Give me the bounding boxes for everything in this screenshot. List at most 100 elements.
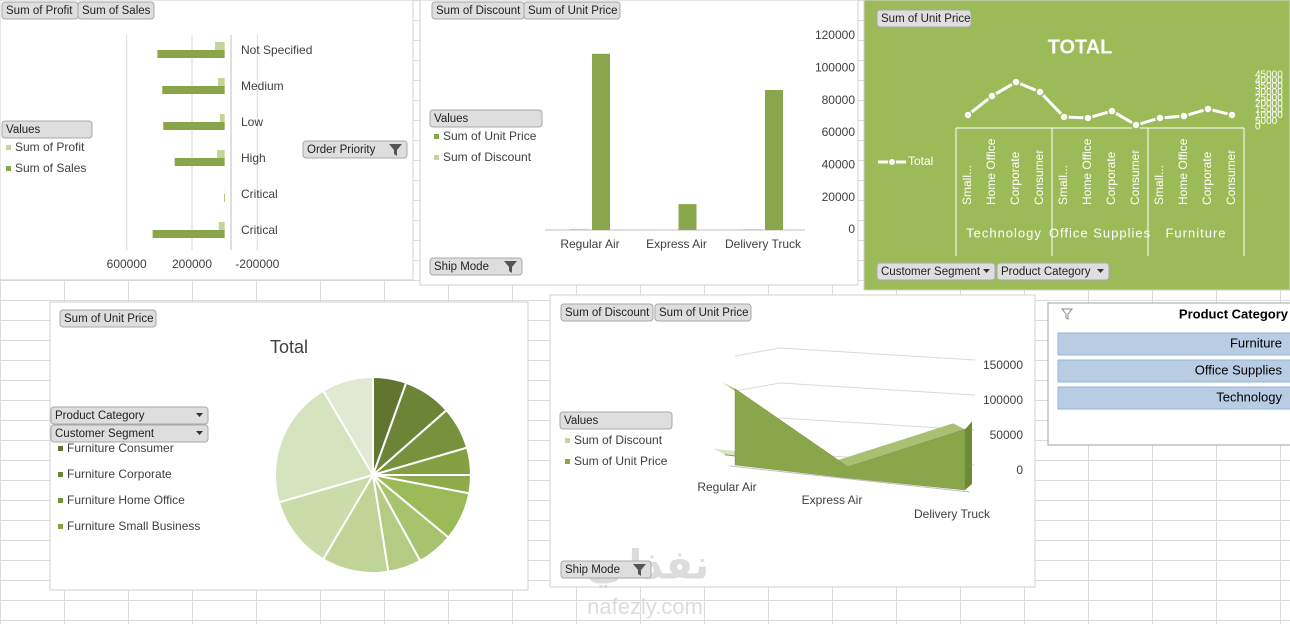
y-tick-label: 100000 <box>983 393 1023 407</box>
bar <box>163 122 225 130</box>
field-button[interactable] <box>50 406 209 425</box>
category-label: High <box>241 151 266 165</box>
legend-label: Furniture Consumer <box>67 441 174 455</box>
field-button-label: Sum of Unit Price <box>64 313 153 325</box>
field-button[interactable] <box>560 303 654 322</box>
x-tick-label: Regular Air <box>697 480 756 494</box>
filter-icon[interactable] <box>389 144 402 156</box>
x-tick-label: Express Air <box>802 493 863 507</box>
field-button-label: Customer Segment <box>881 266 981 278</box>
y-tick-label: 50000 <box>990 428 1024 442</box>
marker <box>987 91 997 101</box>
field-button[interactable] <box>59 309 157 328</box>
y-tick-label: 20000 <box>1255 99 1283 110</box>
field-button-label: Ship Mode <box>434 261 489 273</box>
legend-swatch <box>434 155 439 160</box>
dropdown-arrow[interactable] <box>1097 269 1104 273</box>
y-tick-label: 40000 <box>1255 75 1283 86</box>
field-button-label: Sum of Sales <box>82 5 151 17</box>
pie-slice <box>321 375 374 479</box>
bar <box>678 204 697 230</box>
legend-label: Total <box>908 154 933 168</box>
field-button-label: Sum of Unit Price <box>881 13 970 25</box>
y-tick-label: 10000 <box>1255 110 1283 121</box>
x-tick-label: Delivery Truck <box>914 507 991 521</box>
legend-swatch <box>565 459 570 464</box>
x-tick-label: Corporate <box>1200 151 1214 205</box>
field-button[interactable] <box>429 109 543 128</box>
legend-marker <box>888 158 896 166</box>
x-tick-label: 600000 <box>107 257 147 271</box>
category-label: Critical <box>241 223 278 237</box>
field-button[interactable] <box>654 303 752 322</box>
field-button-label: Values <box>6 124 41 136</box>
legend-label: Sum of Sales <box>15 161 86 175</box>
y-tick-label: 25000 <box>1255 93 1283 104</box>
filter-icon[interactable] <box>633 564 646 576</box>
clear-filter-icon[interactable] <box>1060 308 1074 320</box>
field-button-label: Product Category <box>55 410 145 422</box>
marker <box>1227 110 1237 120</box>
dropdown-arrow[interactable] <box>983 269 990 273</box>
dropdown-arrow[interactable] <box>196 431 203 435</box>
slicer-item[interactable] <box>1057 332 1290 356</box>
marker <box>1011 77 1021 87</box>
y-tick-label: 15000 <box>1255 104 1283 115</box>
field-button-label: Product Category <box>1001 266 1091 278</box>
marker <box>1155 113 1165 123</box>
legend-swatch <box>58 524 63 529</box>
field-button-label: Sum of Profit <box>6 5 73 17</box>
pie-slice <box>321 472 390 574</box>
x-tick-label: Regular Air <box>560 237 619 251</box>
field-button[interactable] <box>559 411 673 430</box>
bar <box>592 53 610 231</box>
field-button[interactable] <box>523 1 621 20</box>
field-button[interactable] <box>77 1 155 20</box>
field-button[interactable] <box>50 424 209 443</box>
field-button-label: Sum of Unit Price <box>528 5 617 17</box>
legend-label: Furniture Corporate <box>67 467 172 481</box>
dropdown-arrow[interactable] <box>196 413 203 417</box>
y-tick-label: 35000 <box>1255 81 1283 92</box>
legend-swatch <box>58 472 63 477</box>
legend-label: Sum of Unit Price <box>574 454 668 468</box>
panel <box>419 0 859 286</box>
field-button[interactable] <box>1 120 93 139</box>
y-tick-label: 30000 <box>1255 87 1283 98</box>
y-tick-label: 100000 <box>815 61 855 75</box>
bar <box>174 158 225 166</box>
y-tick-label: 0 <box>848 222 855 236</box>
slicer-item[interactable] <box>1057 359 1290 383</box>
bar <box>152 230 225 238</box>
legend-swatch <box>6 145 11 150</box>
y-tick-label: 20000 <box>822 190 856 204</box>
field-button[interactable] <box>876 262 996 281</box>
field-button[interactable] <box>560 560 652 579</box>
filter-icon[interactable] <box>504 261 517 273</box>
legend-label: Sum of Unit Price <box>443 129 537 143</box>
bar <box>215 42 225 50</box>
x-tick-label: 200000 <box>172 257 212 271</box>
x-tick-label: Small... <box>960 165 974 205</box>
bar <box>217 78 225 86</box>
legend-swatch <box>58 498 63 503</box>
x-tick-label: Consumer <box>1128 150 1142 205</box>
marker <box>1179 111 1189 121</box>
slicer-item[interactable] <box>1057 386 1290 410</box>
field-button[interactable] <box>302 140 408 159</box>
marker <box>1107 106 1117 116</box>
field-button-label: Ship Mode <box>565 564 620 576</box>
field-button[interactable] <box>876 9 972 28</box>
x-tick-label: Consumer <box>1224 150 1238 205</box>
category-label: Medium <box>241 79 284 93</box>
bar <box>216 150 225 158</box>
y-tick-label: 80000 <box>822 93 856 107</box>
category-group-label: Office Supplies <box>1049 225 1151 240</box>
x-tick-label: Home Office <box>1080 138 1094 205</box>
bar <box>218 222 225 230</box>
field-button[interactable] <box>429 257 523 276</box>
panel <box>863 0 1290 291</box>
field-button-label: Values <box>564 415 599 427</box>
field-button[interactable] <box>996 262 1110 281</box>
